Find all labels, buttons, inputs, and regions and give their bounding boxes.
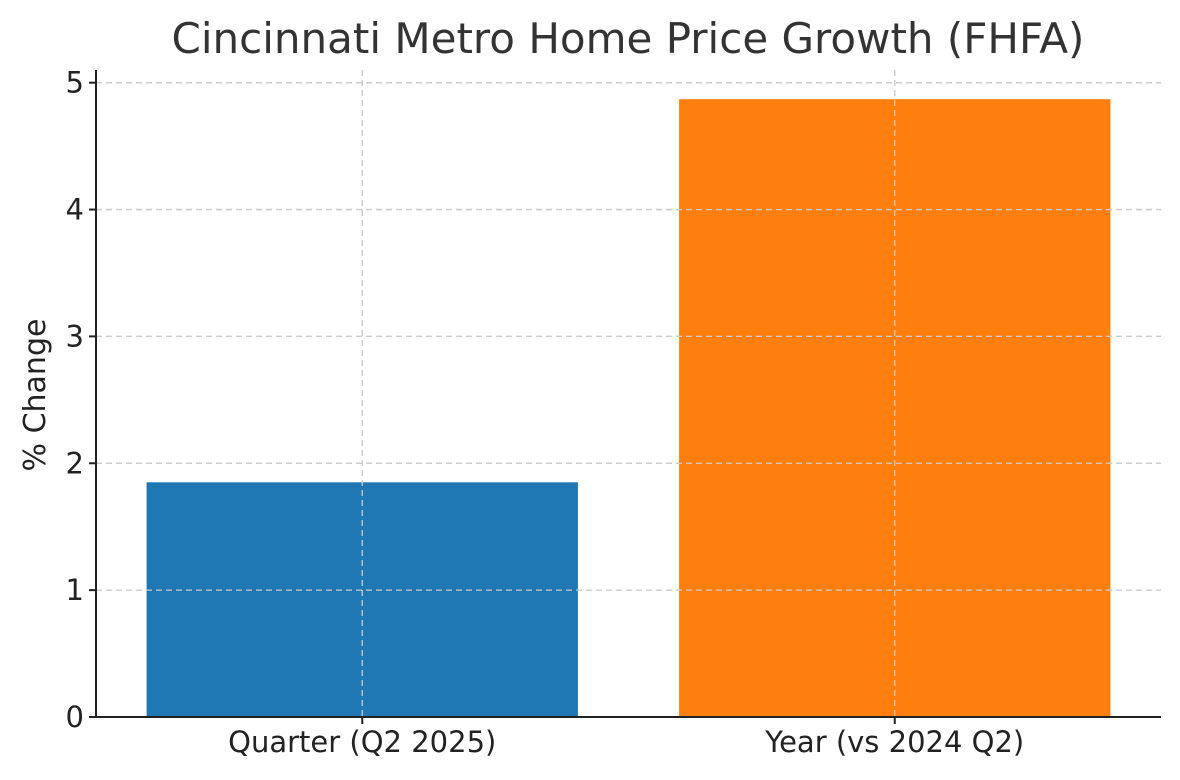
ticks: 0 1 2 3 4 5 Quarter (Q2 2025) Year (vs 2024 Q2) — [66, 66, 1025, 759]
y-tick-label: 4 — [66, 193, 84, 227]
y-tick-label: 2 — [66, 446, 84, 480]
y-tick-label: 3 — [66, 319, 84, 353]
chart-title: Cincinnati Metro Home Price Growth (FHFA… — [172, 14, 1085, 63]
x-tick-label: Year (vs 2024 Q2) — [764, 725, 1024, 759]
y-axis-label: % Change — [18, 319, 53, 472]
y-tick-label: 1 — [66, 573, 84, 607]
x-tick-label: Quarter (Q2 2025) — [228, 725, 496, 759]
y-tick-label: 0 — [66, 700, 84, 734]
bars — [96, 70, 1161, 718]
y-tick-label: 5 — [66, 66, 84, 100]
